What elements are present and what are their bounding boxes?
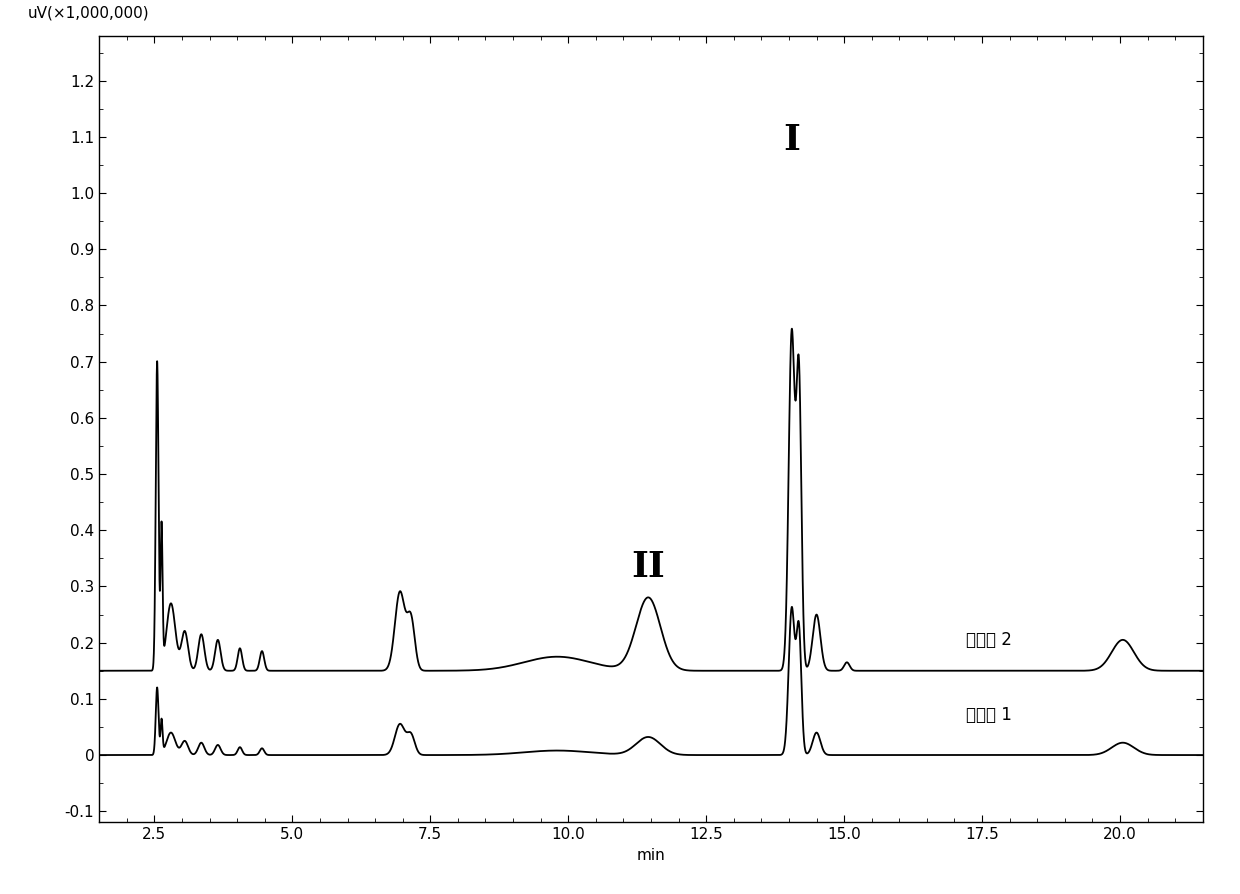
Text: II: II [631,550,665,584]
Text: I: I [784,122,800,156]
Text: 发酵液 2: 发酵液 2 [966,631,1012,649]
Text: 发酵液 1: 发酵液 1 [966,705,1012,723]
X-axis label: min: min [636,848,666,863]
Text: uV(×1,000,000): uV(×1,000,000) [27,5,149,20]
